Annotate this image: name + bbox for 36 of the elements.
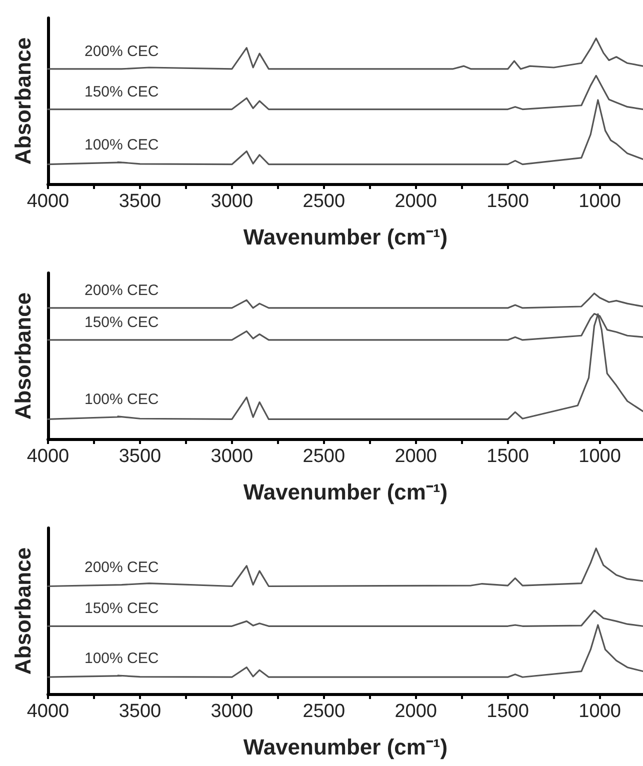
series-label: 100% CEC (84, 650, 159, 667)
x-axis-title: Wavenumber (cm⁻¹) (243, 734, 448, 760)
x-tick-label: 2000 (394, 446, 437, 467)
x-tick-label: 2500 (302, 446, 346, 467)
x-axis-title: Wavenumber (cm⁻¹) (243, 480, 448, 504)
x-tick-label: 3000 (210, 446, 254, 467)
x-tick-label: 3500 (118, 191, 162, 212)
series-label: 200% CEC (84, 282, 159, 299)
x-tick-label: 2000 (394, 701, 437, 722)
x-tick-label: 1500 (486, 191, 529, 212)
y-axis-title: Absorbance (10, 547, 36, 675)
series-label: 200% CEC (84, 42, 159, 60)
series-label: 100% CEC (84, 390, 159, 408)
series-label: 100% CEC (84, 136, 159, 154)
y-axis-title: Absorbance (10, 37, 36, 165)
x-tick-label: 2000 (394, 191, 437, 212)
x-tick-label: 3000 (210, 191, 254, 212)
x-tick-label: 2500 (302, 191, 346, 212)
series-label: 150% CEC (84, 83, 159, 100)
y-axis-title: Absorbance (10, 292, 36, 420)
x-tick-label: 1500 (486, 701, 529, 722)
x-axis-title: Wavenumber (cm⁻¹) (243, 224, 448, 250)
x-tick-label: 4000 (26, 701, 70, 722)
x-tick-label: 3000 (210, 701, 254, 722)
x-tick-label: 1000 (578, 446, 621, 467)
series-label: 150% CEC (84, 314, 159, 331)
series-label: 200% CEC (84, 558, 159, 576)
x-tick-label: 3500 (118, 446, 162, 467)
x-tick-label: 1500 (486, 446, 529, 467)
x-tick-label: 4000 (26, 191, 70, 212)
x-tick-label: 4000 (26, 446, 70, 467)
x-tick-label: 1000 (578, 701, 621, 722)
x-tick-label: 2500 (302, 701, 346, 722)
series-label: 150% CEC (84, 600, 159, 618)
x-tick-label: 3500 (118, 701, 162, 722)
x-tick-label: 1000 (578, 191, 621, 212)
